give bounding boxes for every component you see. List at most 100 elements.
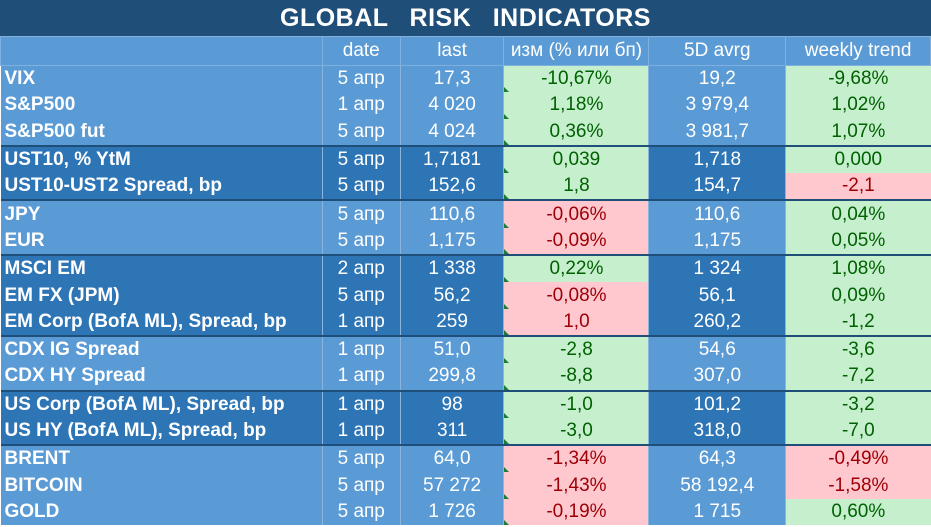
header-5d-avg: 5D avrg: [648, 36, 787, 66]
change-cell: -2,8: [503, 334, 649, 364]
avg-5d-cell: 318,0: [648, 417, 786, 446]
last-value-cell: 4 020: [399, 92, 504, 119]
avg-5d-cell: 19,2: [648, 65, 786, 93]
weekly-trend-cell: -7,2: [785, 363, 931, 391]
avg-5d-cell: 56,1: [648, 282, 786, 309]
header-row: date last изм (% или бп) 5D avrg weekly …: [0, 36, 931, 66]
last-value-cell: 4 024: [399, 118, 504, 146]
date-cell: 1 апр: [321, 92, 401, 119]
indicator-name: JPY: [0, 199, 323, 228]
avg-5d-cell: 1,718: [648, 144, 786, 174]
date-cell: 1 апр: [321, 389, 401, 418]
change-cell: 0,039: [503, 144, 649, 174]
sheet-title: GLOBAL RISK INDICATORS: [0, 0, 931, 36]
change-cell: 0,36%: [503, 118, 649, 146]
indicator-name: CDX HY Spread: [0, 363, 323, 391]
weekly-trend-cell: 1,02%: [785, 92, 931, 119]
table-row: EM Corp (BofA ML), Spread, bp 1 апр 259 1,0…: [0, 308, 931, 336]
weekly-trend-cell: 1,08%: [785, 254, 931, 283]
table-row: UST10-UST2 Spread, bp 5 апр 152,6 1,8 154,7-…: [0, 173, 931, 201]
header-last: last: [399, 36, 505, 66]
indicator-name: BITCOIN: [0, 472, 323, 499]
last-value-cell: 299,8: [399, 363, 504, 391]
last-value-cell: 152,6: [399, 173, 504, 201]
weekly-trend-cell: -7,0: [785, 417, 931, 446]
date-cell: 5 апр: [321, 173, 401, 201]
change-cell: 1,0: [503, 308, 649, 336]
weekly-trend-cell: 0,05%: [785, 227, 931, 256]
last-value-cell: 1 726: [399, 498, 504, 526]
avg-5d-cell: 64,3: [648, 444, 786, 473]
date-cell: 5 апр: [321, 498, 401, 526]
weekly-trend-cell: -0,49%: [785, 444, 931, 473]
table-row: BRENT 5 апр 64,0 -1,34% 64,3 -0,49%: [0, 444, 931, 473]
table-row: UST10, % YtM 5 апр 1,7181 0,039 1,718 0,000: [0, 144, 931, 174]
indicator-name: VIX: [0, 65, 323, 93]
last-value-cell: 311: [399, 417, 504, 446]
indicator-name: US HY (BofA ML), Spread, bp: [0, 417, 323, 446]
table-row: GOLD 5 апр 1 726 -0,19% 1 715 0,60%: [0, 498, 931, 526]
weekly-trend-cell: -3,2: [785, 389, 931, 418]
table-row: BITCOIN 5 апр 57 272 -1,43% 58 192,4 -1,58%: [0, 472, 931, 499]
header-weekly-trend: weekly trend: [785, 36, 931, 66]
indicators-table: date last изм (% или бп) 5D avrg weekly …: [0, 36, 931, 526]
header-date: date: [321, 36, 401, 66]
indicator-name: BRENT: [0, 444, 323, 473]
table-body: VIX 5 апр 17,3 -10,67% 19,2 -9,68% S&P500 1 апр…: [0, 65, 931, 526]
last-value-cell: 1,175: [399, 227, 504, 256]
indicator-name: EM Corp (BofA ML), Spread, bp: [0, 308, 323, 336]
table-row: EUR 5 апр 1,175 -0,09% 1,175 0,05%: [0, 227, 931, 256]
avg-5d-cell: 3 981,7: [648, 118, 786, 146]
avg-5d-cell: 1,175: [648, 227, 786, 256]
avg-5d-cell: 54,6: [648, 334, 786, 364]
change-cell: -3,0: [503, 417, 649, 446]
change-cell: -8,8: [503, 363, 649, 391]
date-cell: 1 апр: [321, 363, 401, 391]
table-row: S&P500 1 апр 4 020 1,18% 3 979,4 1,02%: [0, 92, 931, 119]
date-cell: 5 апр: [321, 118, 401, 146]
date-cell: 1 апр: [321, 334, 401, 364]
change-cell: -0,09%: [503, 227, 649, 256]
change-cell: -1,43%: [503, 472, 649, 499]
indicator-name: US Corp (BofA ML), Spread, bp: [0, 389, 323, 418]
weekly-trend-cell: -1,58%: [785, 472, 931, 499]
table-row: JPY 5 апр 110,6 -0,06% 110,6 0,04%: [0, 199, 931, 228]
date-cell: 5 апр: [321, 199, 401, 228]
table-row: MSCI EM 2 апр 1 338 0,22% 1 324 1,08%: [0, 254, 931, 283]
change-cell: -1,0: [503, 389, 649, 418]
last-value-cell: 98: [399, 389, 504, 418]
date-cell: 5 апр: [321, 472, 401, 499]
avg-5d-cell: 58 192,4: [648, 472, 786, 499]
avg-5d-cell: 154,7: [648, 173, 786, 201]
weekly-trend-cell: -9,68%: [785, 65, 931, 93]
last-value-cell: 17,3: [399, 65, 504, 93]
change-cell: -1,34%: [503, 444, 649, 473]
last-value-cell: 1,7181: [399, 144, 504, 174]
last-value-cell: 51,0: [399, 334, 504, 364]
weekly-trend-cell: 1,07%: [785, 118, 931, 146]
date-cell: 5 апр: [321, 282, 401, 309]
change-cell: -0,08%: [503, 282, 649, 309]
table-row: VIX 5 апр 17,3 -10,67% 19,2 -9,68%: [0, 65, 931, 93]
indicator-name: UST10, % YtM: [0, 144, 323, 174]
last-value-cell: 56,2: [399, 282, 504, 309]
indicator-name: S&P500 fut: [0, 118, 323, 146]
avg-5d-cell: 1 715: [648, 498, 786, 526]
date-cell: 5 апр: [321, 144, 401, 174]
indicator-name: CDX IG Spread: [0, 334, 323, 364]
change-cell: 1,18%: [503, 92, 649, 119]
indicator-name: UST10-UST2 Spread, bp: [0, 173, 323, 201]
change-cell: -0,19%: [503, 498, 649, 526]
weekly-trend-cell: 0,04%: [785, 199, 931, 228]
weekly-trend-cell: 0,09%: [785, 282, 931, 309]
change-cell: 0,22%: [503, 254, 649, 283]
avg-5d-cell: 1 324: [648, 254, 786, 283]
indicator-name: EUR: [0, 227, 323, 256]
date-cell: 2 апр: [321, 254, 401, 283]
avg-5d-cell: 307,0: [648, 363, 786, 391]
table-row: EM FX (JPM) 5 апр 56,2 -0,08% 56,1 0,09%: [0, 282, 931, 309]
avg-5d-cell: 260,2: [648, 308, 786, 336]
change-cell: -0,06%: [503, 199, 649, 228]
weekly-trend-cell: 0,000: [785, 144, 931, 174]
